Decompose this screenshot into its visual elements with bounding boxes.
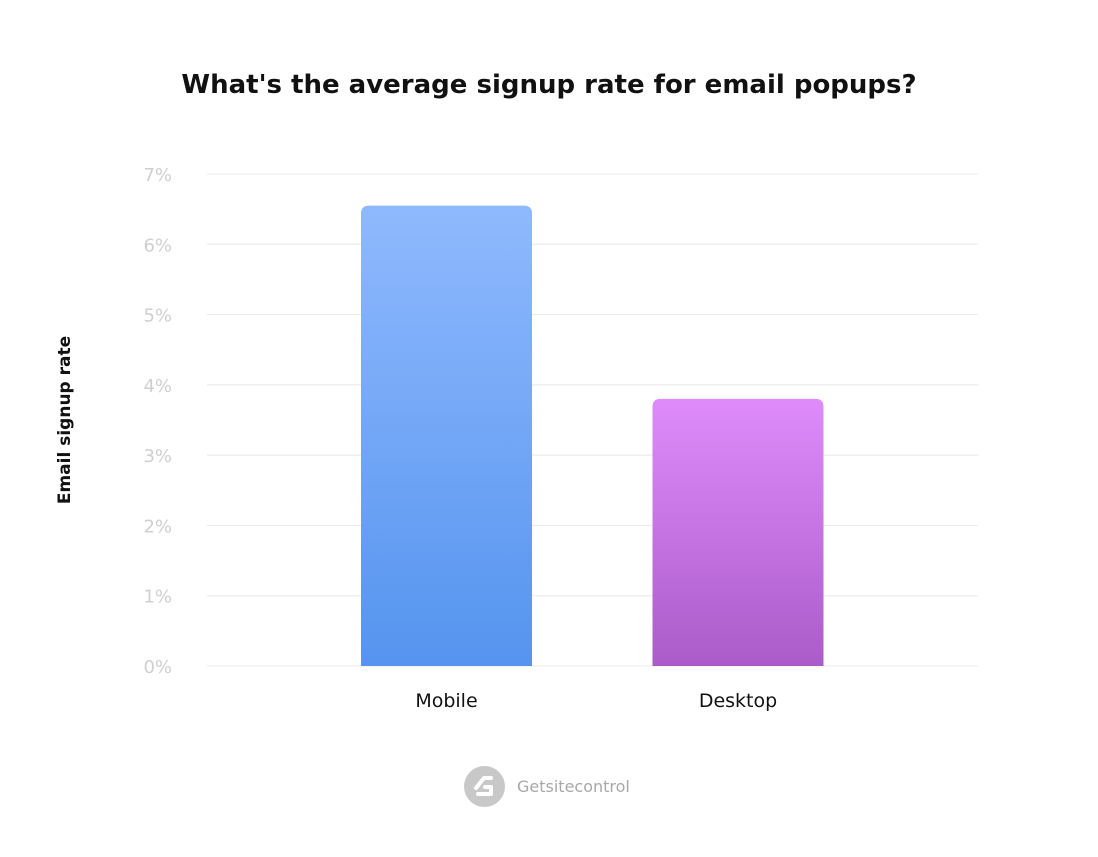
y-tick-label: 5% bbox=[143, 306, 172, 327]
brand-logo: Getsitecontrol bbox=[464, 766, 630, 807]
getsitecontrol-logo-icon bbox=[464, 766, 505, 807]
y-tick-label: 1% bbox=[143, 587, 172, 608]
y-tick-label: 6% bbox=[143, 235, 172, 256]
x-tick-label: Mobile bbox=[415, 690, 477, 712]
y-tick-label: 2% bbox=[143, 516, 172, 537]
bar-desktop bbox=[652, 398, 824, 666]
y-tick-label: 4% bbox=[143, 376, 172, 397]
x-tick-label: Desktop bbox=[699, 690, 777, 712]
y-tick-label: 0% bbox=[143, 657, 172, 678]
chart-title: What's the average signup rate for email… bbox=[181, 70, 917, 100]
brand-name: Getsitecontrol bbox=[517, 777, 630, 796]
y-tick-label: 3% bbox=[143, 446, 172, 467]
bar-mobile bbox=[361, 205, 532, 666]
y-tick-label: 7% bbox=[143, 165, 172, 186]
